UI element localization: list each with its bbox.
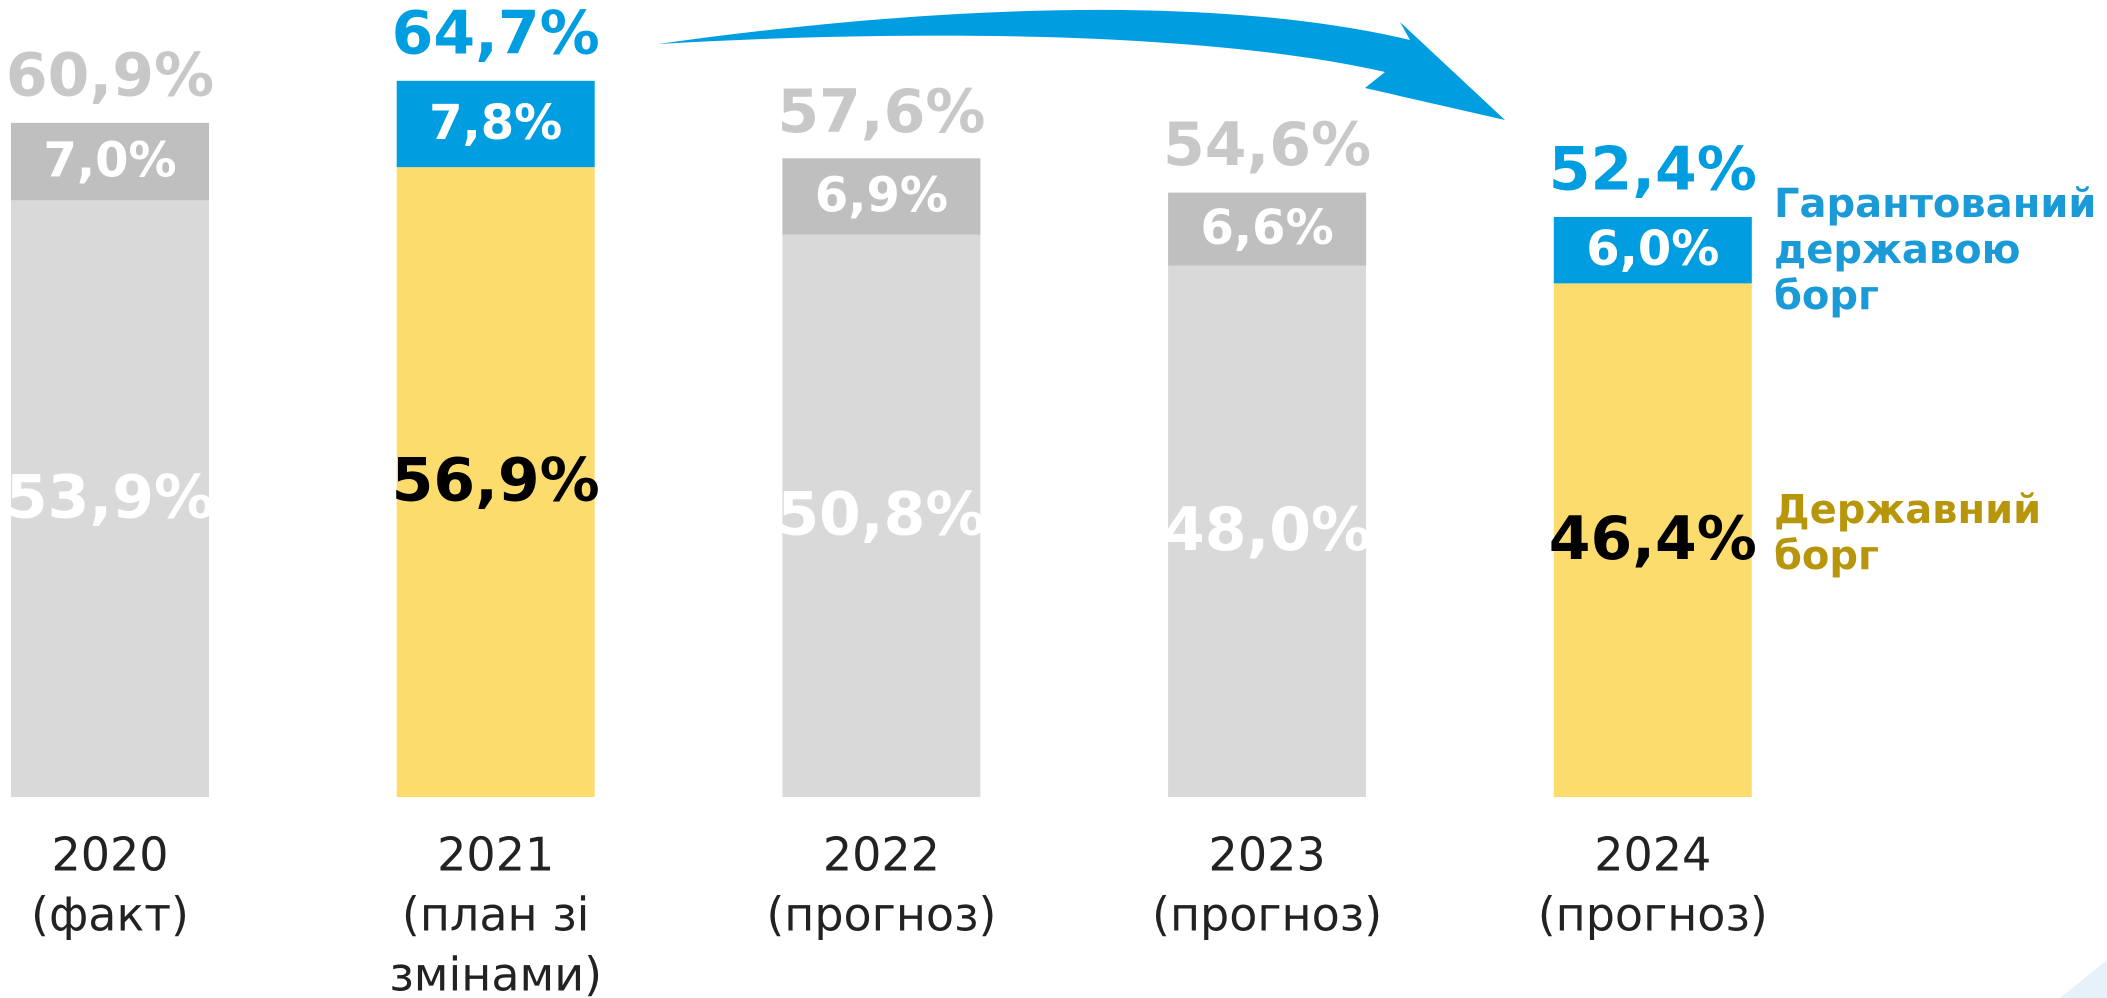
value-label: 46,4% xyxy=(1549,504,1757,574)
legend-entry: Державний борг xyxy=(1774,487,2041,579)
x-tick-label: 2023 xyxy=(1209,828,1326,882)
x-tick-label: (прогноз) xyxy=(766,888,996,942)
x-tick-label: змінами) xyxy=(389,948,602,998)
value-label: 50,8% xyxy=(777,479,985,549)
bar-segment xyxy=(396,80,595,168)
bar-segment xyxy=(782,158,981,235)
total-label: 60,9% xyxy=(6,40,214,110)
bar-segment xyxy=(1553,216,1752,284)
value-label: 7,8% xyxy=(429,95,562,151)
legend-line: державою xyxy=(1774,227,2021,273)
x-tick-label: 2021 xyxy=(437,828,554,882)
bar-segment xyxy=(11,200,209,798)
corner-decoration xyxy=(2060,960,2107,998)
x-tick-label: 2020 xyxy=(51,828,168,882)
x-tick-label: (прогноз) xyxy=(1152,888,1382,942)
value-label: 48,0% xyxy=(1163,495,1371,565)
x-tick-label: (факт) xyxy=(31,888,189,942)
x-tick-label: 2022 xyxy=(823,828,940,882)
value-label: 53,9% xyxy=(6,462,214,532)
trend-arrow xyxy=(658,9,1505,120)
bar-segment xyxy=(782,234,981,797)
legend-line: борг xyxy=(1774,533,1879,579)
total-label: 52,4% xyxy=(1549,135,1757,205)
bar-segment xyxy=(1168,265,1367,798)
legend-line: Гарантований xyxy=(1774,181,2096,227)
value-label: 6,9% xyxy=(815,167,948,223)
value-label: 7,0% xyxy=(43,133,176,189)
legend-line: Державний xyxy=(1774,487,2041,533)
bar-segment xyxy=(1168,192,1367,266)
total-label: 64,7% xyxy=(392,0,600,68)
x-tick-label: 2024 xyxy=(1594,828,1711,882)
total-label: 54,6% xyxy=(1163,110,1371,180)
total-label: 57,6% xyxy=(777,77,985,147)
value-label: 6,0% xyxy=(1586,221,1719,277)
legend-entry: Гарантований державою борг xyxy=(1774,181,2096,319)
x-tick-label: (план зі xyxy=(402,888,590,942)
bar-segment xyxy=(11,122,209,201)
bar-segment xyxy=(1553,283,1752,797)
value-label: 56,9% xyxy=(392,446,600,516)
legend-line: борг xyxy=(1774,273,1879,319)
value-label: 6,6% xyxy=(1201,200,1334,256)
x-tick-label: (прогноз) xyxy=(1538,888,1768,942)
bar-segment xyxy=(396,167,595,797)
